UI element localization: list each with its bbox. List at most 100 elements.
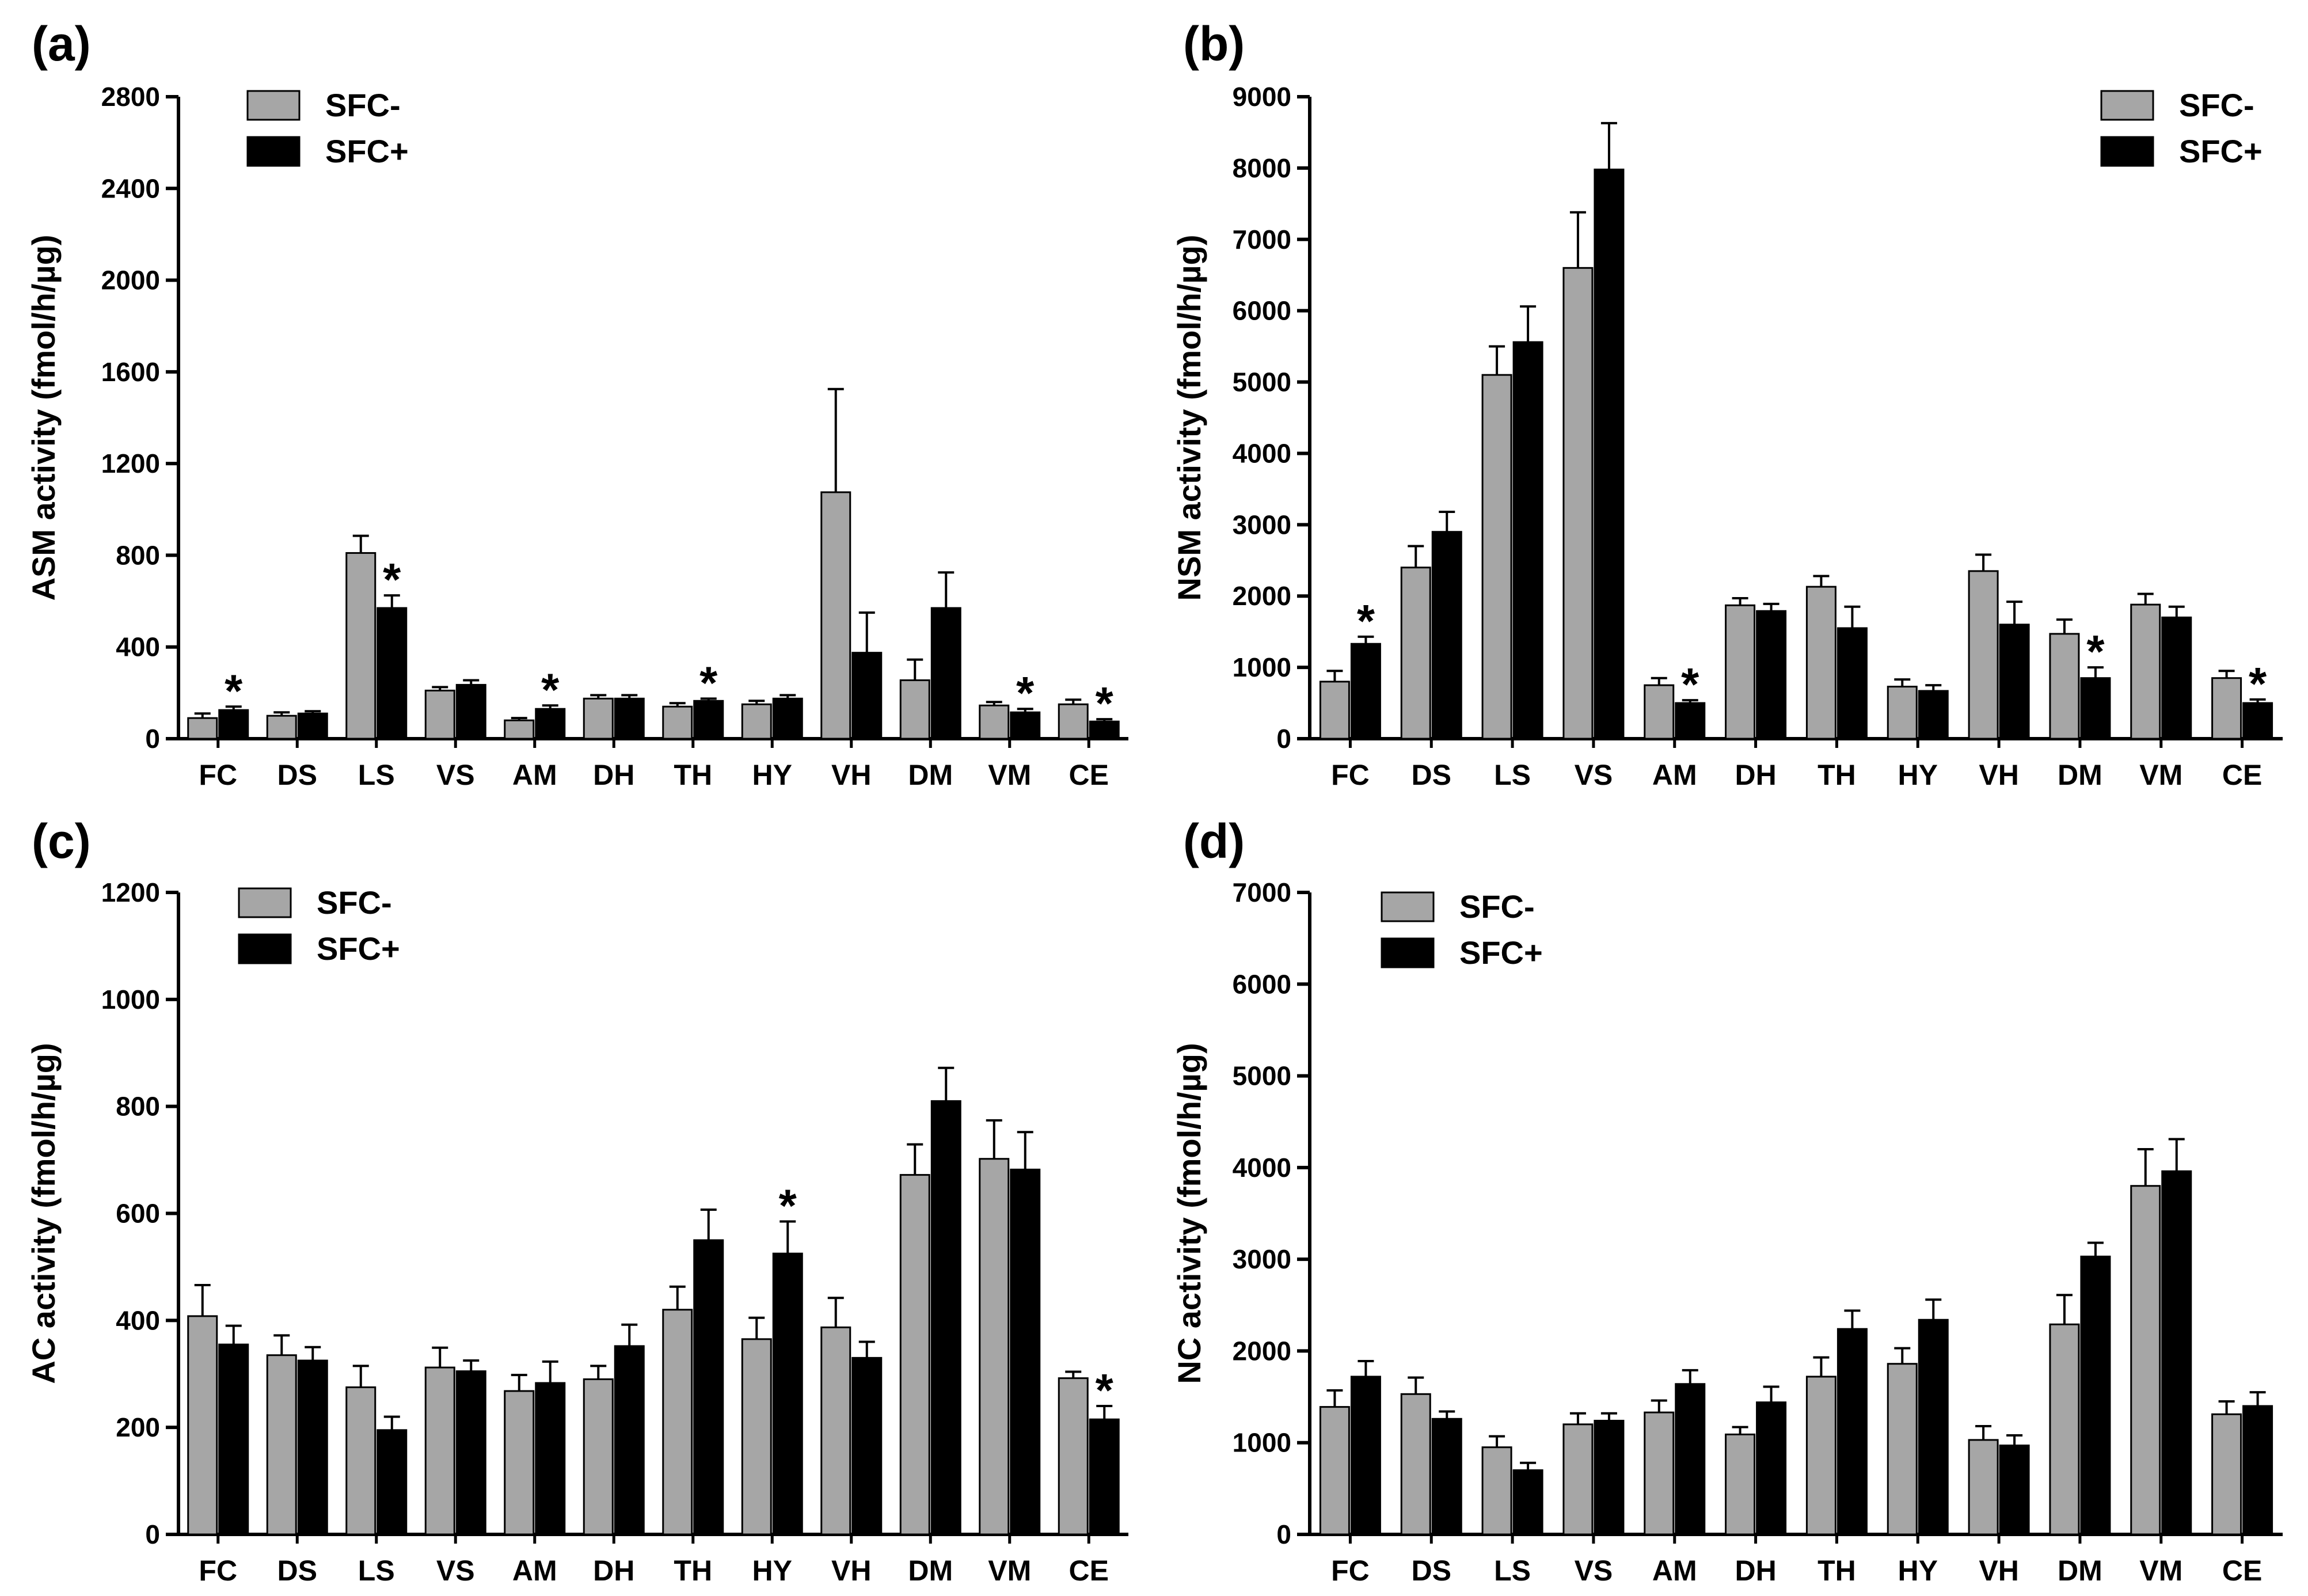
y-tick-label: 5000 — [1233, 1061, 1291, 1091]
category-group-ce: * CE — [1058, 678, 1120, 791]
x-tick-label: FC — [199, 1555, 237, 1587]
bar-sfc-plus-vm — [1010, 1168, 1041, 1536]
bar-sfc-minus-ds — [266, 715, 297, 740]
bar-sfc-plus-th — [693, 700, 724, 740]
category-group-th: TH — [662, 1208, 724, 1587]
bar-sfc-plus-fc — [218, 1343, 249, 1536]
bar-sfc-plus-vs — [1594, 168, 1625, 740]
category-group-vh: VH — [820, 387, 883, 791]
y-axis-label: NC activity (fmol/h/µg) — [1171, 1043, 1207, 1384]
category-group-ce: * CE — [2211, 658, 2273, 791]
category-group-hy: * HY — [741, 1180, 803, 1587]
bar-sfc-minus-am — [1644, 684, 1675, 740]
y-axis-label: AC activity (fmol/h/µg) — [25, 1043, 62, 1384]
category-group-ls: LS — [1481, 1435, 1543, 1587]
x-tick-label: AM — [512, 759, 557, 791]
chart-panel-b: (b) 0 1000 2000 3000 4000 5000 6000 7000 8000 9000… — [1171, 17, 2283, 791]
bar-sfc-minus-th — [1805, 1375, 1836, 1536]
y-tick-label: 200 — [116, 1412, 160, 1442]
category-group-ds: DS — [266, 710, 328, 791]
legend-swatch-sfc-minus — [238, 887, 292, 918]
bar-sfc-plus-dh — [614, 697, 645, 740]
y-tick-label: 1200 — [101, 877, 160, 907]
x-tick-label: FC — [1331, 1555, 1370, 1587]
y-tick-label: 4000 — [1233, 438, 1291, 468]
category-group-ds: DS — [1400, 511, 1462, 791]
y-tick-label: 0 — [145, 724, 160, 754]
x-tick-label: FC — [199, 759, 237, 791]
bar-sfc-minus-ce — [2211, 1413, 2242, 1536]
significance-star: * — [779, 1180, 797, 1231]
x-tick-label: VS — [436, 1555, 475, 1587]
bar-sfc-plus-dm — [930, 1100, 961, 1536]
bar-sfc-minus-dh — [583, 1378, 614, 1536]
x-tick-label: VS — [1575, 759, 1613, 791]
bar-sfc-plus-th — [1836, 627, 1868, 740]
x-tick-label: TH — [674, 1555, 712, 1587]
category-group-hy: HY — [1887, 678, 1949, 791]
legend: SFC- SFC+ — [1381, 888, 1543, 971]
significance-star: * — [383, 554, 401, 605]
x-tick-label: VH — [1979, 1555, 2018, 1587]
bar-sfc-minus-ls — [345, 552, 377, 740]
bar-sfc-minus-th — [1805, 586, 1836, 740]
chart-panel-a: (a) 0 400 800 1200 1600 2000 2400 2800 ASM activi… — [25, 17, 1128, 791]
x-tick-label: DS — [277, 759, 317, 791]
x-tick-label: LS — [358, 1555, 395, 1587]
category-group-dh: DH — [1725, 596, 1787, 791]
y-tick-label: 8000 — [1233, 153, 1291, 183]
legend-label: SFC- — [2179, 87, 2254, 123]
bar-sfc-plus-vs — [455, 1370, 486, 1536]
y-tick-label: 7000 — [1233, 877, 1291, 907]
legend-swatch-sfc-plus — [1381, 937, 1435, 968]
y-tick-label: 1000 — [101, 985, 160, 1014]
bar-sfc-plus-ds — [1431, 531, 1462, 740]
x-tick-label: AM — [512, 1555, 557, 1587]
x-tick-label: DS — [277, 1555, 317, 1587]
bar-sfc-minus-ls — [1481, 374, 1512, 740]
x-tick-label: VM — [2139, 1555, 2182, 1587]
legend-swatch-sfc-minus — [1381, 891, 1435, 922]
category-group-vm: VM — [2130, 1138, 2192, 1587]
x-tick-label: TH — [1817, 759, 1856, 791]
category-group-ce: * CE — [1058, 1365, 1120, 1587]
y-tick-label: 800 — [116, 1092, 160, 1122]
y-tick-label: 400 — [116, 632, 160, 662]
category-group-am: * AM — [504, 664, 566, 791]
bar-sfc-plus-th — [693, 1239, 724, 1536]
bar-sfc-plus-ds — [297, 712, 328, 740]
y-axis-label: NSM activity (fmol/h/µg) — [1171, 235, 1207, 601]
y-tick-label: 2800 — [101, 82, 160, 112]
category-group-fc: FC — [1319, 1359, 1381, 1587]
bar-sfc-minus-hy — [1887, 1363, 1918, 1536]
category-group-vm: VM — [2130, 592, 2192, 791]
bar-sfc-minus-ls — [1481, 1446, 1512, 1536]
bar-sfc-minus-vs — [424, 1366, 455, 1536]
bar-sfc-plus-am — [535, 1382, 566, 1536]
chart-panel-d: (d) 0 1000 2000 3000 4000 5000 6000 7000 NC activ… — [1171, 814, 2283, 1587]
category-group-am: AM — [504, 1360, 566, 1587]
legend-label: SFC- — [325, 87, 401, 123]
bar-sfc-plus-fc — [1350, 1375, 1381, 1536]
bar-sfc-plus-ce — [2242, 702, 2273, 740]
bar-sfc-plus-ds — [1431, 1418, 1462, 1536]
y-tick-label: 2000 — [101, 265, 160, 295]
x-tick-label: DM — [908, 759, 953, 791]
bar-sfc-plus-hy — [1918, 1318, 1949, 1536]
y-tick-label: 1000 — [1233, 1428, 1291, 1458]
bar-sfc-minus-ce — [2211, 677, 2242, 740]
significance-star: * — [1096, 678, 1114, 729]
category-group-vm: * VM — [979, 667, 1041, 791]
y-tick-label: 2000 — [1233, 1336, 1291, 1366]
category-group-dh: DH — [583, 1323, 645, 1587]
x-tick-label: CE — [2222, 1555, 2262, 1587]
x-tick-label: DM — [908, 1555, 953, 1587]
bar-sfc-plus-hy — [772, 697, 803, 740]
bar-sfc-minus-vm — [979, 1158, 1010, 1536]
panel-letter: (a) — [32, 17, 91, 71]
x-tick-label: VH — [831, 759, 871, 791]
category-group-hy: HY — [1887, 1298, 1949, 1587]
bar-sfc-minus-am — [1644, 1411, 1675, 1536]
bar-sfc-plus-dh — [1756, 610, 1787, 740]
